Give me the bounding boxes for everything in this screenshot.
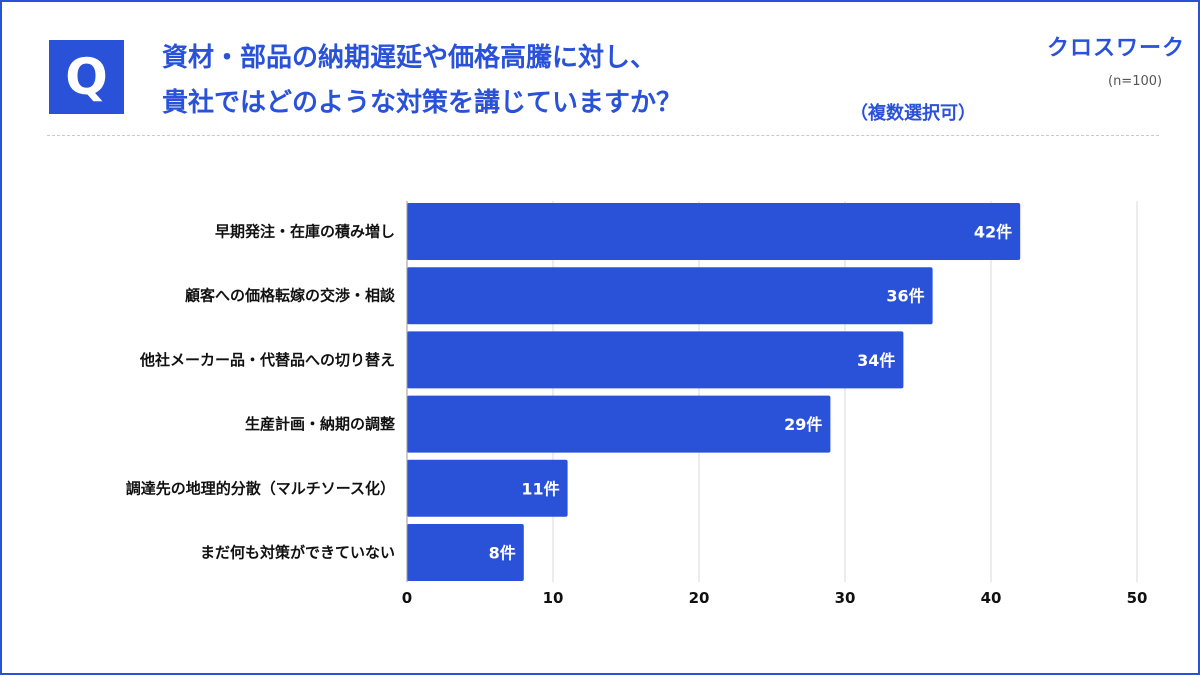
question-title: 資材・部品の納期遅延や価格高騰に対し、 貴社ではどのような対策を講じていますか？ [162, 36, 682, 126]
value-label-1: 36件 [886, 287, 924, 306]
value-label-3: 29件 [784, 415, 822, 434]
x-tick-label-0: 0 [402, 589, 412, 607]
value-label-0: 42件 [974, 223, 1012, 242]
x-tick-label-40: 40 [981, 589, 1002, 607]
bar-0 [407, 203, 1021, 260]
x-tick-label-20: 20 [689, 589, 710, 607]
question-title-line-1: 資材・部品の納期遅延や価格高騰に対し、 [162, 43, 657, 73]
category-label-5: まだ何も対策ができていない [200, 544, 395, 562]
question-title-line-2: 貴社ではどのような対策を講じていますか？ [162, 88, 683, 118]
x-tick-label-10: 10 [543, 589, 564, 607]
sample-size-label: (n=100) [1108, 74, 1163, 89]
category-label-2: 他社メーカー品・代替品への切り替え [139, 351, 395, 369]
bar-4 [407, 459, 568, 517]
bar-3 [407, 395, 831, 453]
category-label-1: 顧客への価格転嫁の交渉・相談 [185, 287, 396, 305]
value-label-5: 8件 [489, 544, 516, 563]
x-tick-label-50: 50 [1127, 589, 1148, 607]
category-label-3: 生産計画・納期の調整 [245, 415, 395, 433]
header-divider [47, 135, 1159, 136]
multiple-choice-note: （複数選択可） [850, 103, 976, 124]
category-label-4: 調達先の地理的分散（マルチソース化） [126, 479, 395, 497]
value-label-4: 11件 [521, 479, 559, 498]
bar-5 [407, 524, 524, 581]
question-badge: Q [49, 40, 124, 114]
value-label-2: 34件 [857, 351, 895, 370]
x-tick-label-30: 30 [835, 589, 856, 607]
brand-logo: クロスワーク [1047, 36, 1186, 61]
category-label-0: 早期発注・在庫の積み増し [215, 223, 395, 241]
bar-1 [407, 267, 933, 325]
bar-2 [407, 331, 904, 389]
